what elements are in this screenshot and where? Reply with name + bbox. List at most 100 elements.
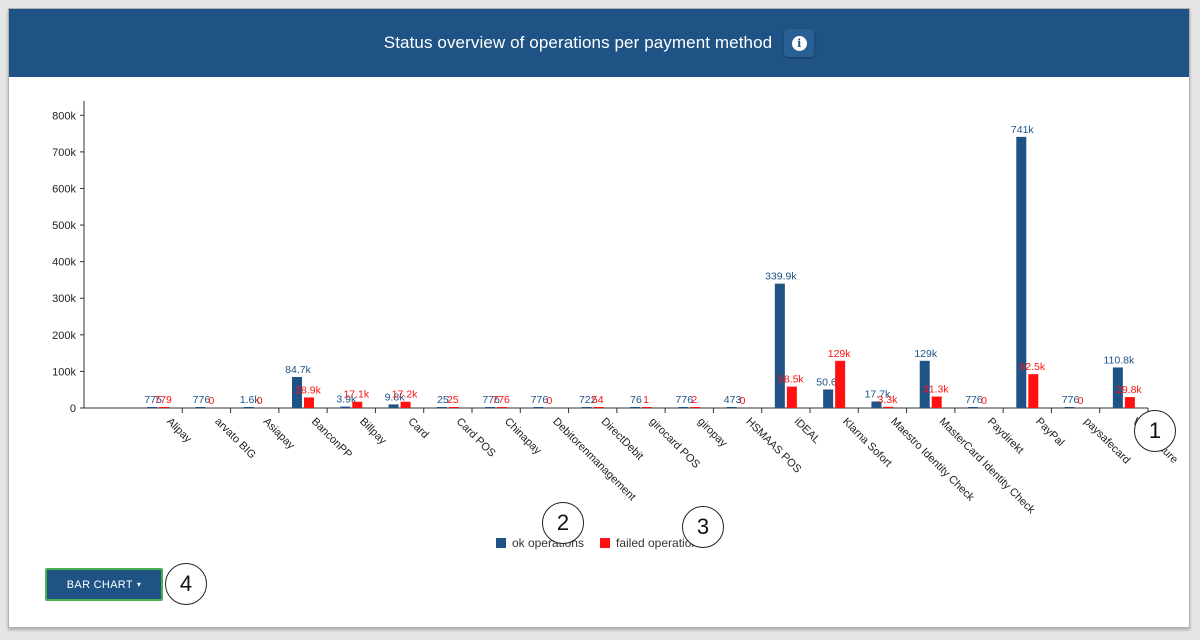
data-label-failed-4: 28.9k — [295, 384, 321, 396]
chart-header: Status overview of operations per paymen… — [9, 9, 1189, 77]
bar-failed-17 — [931, 396, 942, 408]
data-label-ok-1: 775 — [144, 394, 162, 406]
bar-ok-4 — [292, 377, 302, 408]
y-tick-label: 800k — [52, 110, 76, 122]
y-tick-label: 200k — [52, 330, 76, 342]
data-label-failed-8: 776 — [492, 394, 510, 406]
caret-down-icon: ▾ — [136, 580, 142, 589]
x-tick-label: giropay — [695, 416, 729, 450]
annotation-marker-4: 4 — [165, 563, 207, 605]
bar-ok-1 — [147, 407, 158, 408]
annotation-marker-1: 1 — [1134, 410, 1176, 452]
chart-panel: Status overview of operations per paymen… — [8, 8, 1190, 628]
data-label-ok-17: 129k — [914, 348, 938, 360]
data-label-ok-18: 776 — [965, 394, 983, 406]
data-label-failed-20: 0 — [1078, 395, 1084, 407]
data-label-failed-17: 31.3k — [923, 384, 949, 396]
data-label-failed-5: 17.1k — [343, 389, 369, 401]
bar-failed-21 — [1124, 397, 1135, 408]
bar-ok-15 — [823, 389, 834, 408]
bar-ok-10 — [581, 407, 592, 408]
info-button[interactable]: i — [784, 29, 815, 57]
bar-failed-14 — [786, 386, 797, 408]
legend-swatch-failed — [599, 538, 610, 548]
bar-failed-12 — [690, 407, 701, 408]
bar-ok-12 — [678, 407, 689, 408]
data-label-ok-10: 722 — [579, 394, 597, 406]
y-tick-label: 600k — [52, 183, 76, 195]
bar-ok-11 — [630, 407, 640, 408]
bar-ok-13 — [726, 407, 737, 408]
data-label-ok-19: 741k — [1011, 124, 1035, 136]
x-tick-label: Alipay — [164, 416, 194, 446]
x-tick-label: iDEAL — [792, 416, 823, 447]
bar-ok-3 — [243, 407, 254, 408]
info-icon: i — [791, 35, 807, 51]
x-tick-label: BanconPP — [309, 416, 354, 461]
x-tick-label: Card POS — [454, 416, 498, 460]
chart-type-dropdown-button[interactable]: BAR CHART ▾ — [45, 568, 163, 601]
marker-4-label: 4 — [179, 571, 193, 596]
y-tick-label: 100k — [52, 366, 76, 378]
x-tick-label: Chinapay — [502, 416, 544, 458]
data-label-failed-1: 779 — [154, 394, 172, 406]
bar-ok-5 — [340, 406, 351, 408]
data-label-failed-3: 0 — [257, 395, 263, 407]
y-tick-label: 500k — [52, 220, 76, 232]
bar-failed-5 — [352, 401, 363, 408]
bar-ok-7 — [436, 407, 447, 408]
data-label-failed-11: 1 — [643, 394, 649, 406]
y-tick-label: 0 — [70, 403, 76, 415]
bar-ok-18 — [968, 407, 978, 408]
x-tick-label: arvato BIG — [212, 416, 258, 462]
data-label-ok-14: 339.9k — [765, 271, 797, 283]
bar-ok-14 — [774, 283, 785, 408]
y-tick-label: 700k — [52, 147, 76, 159]
data-label-ok-3: 1.6k — [240, 394, 261, 406]
x-tick-label: girocard POS — [647, 416, 702, 471]
x-tick-label: DirectDebit — [599, 416, 646, 463]
x-tick-label: Paydirekt — [985, 416, 1026, 457]
data-label-failed-21: 29.8k — [1116, 384, 1142, 396]
bar-failed-6 — [400, 401, 411, 408]
legend-item-failed[interactable]: failed operations — [599, 536, 705, 550]
data-label-failed-10: 54 — [592, 394, 604, 406]
x-tick-label: paysafecard — [1081, 416, 1132, 467]
data-label-ok-9: 776 — [531, 394, 549, 406]
x-tick-label: Klarna Sofort — [840, 416, 894, 470]
x-tick-label: Debitorenmanagement — [550, 416, 638, 504]
y-tick-label: 400k — [52, 257, 76, 269]
data-label-failed-12: 2 — [691, 394, 697, 406]
legend-swatch-ok — [495, 538, 506, 548]
data-label-ok-7: 25 — [437, 394, 449, 406]
bar-failed-16 — [883, 406, 894, 408]
x-tick-label: Asiapay — [261, 416, 298, 453]
bar-failed-4 — [304, 397, 314, 408]
marker-3-label: 3 — [696, 514, 710, 539]
bar-failed-1 — [159, 407, 170, 408]
data-label-ok-20: 776 — [1062, 394, 1080, 406]
data-label-failed-9: 0 — [547, 395, 553, 407]
marker-1-label: 1 — [1148, 418, 1162, 443]
x-tick-label: Card — [405, 416, 430, 441]
data-label-failed-18: 0 — [981, 395, 987, 407]
data-label-failed-15: 129k — [828, 348, 852, 360]
bar-ok-19 — [1016, 136, 1027, 409]
data-label-failed-6: 17.2k — [392, 389, 418, 401]
x-tick-label: MasterCard Identity Check — [937, 416, 1038, 517]
bar-failed-7 — [448, 407, 459, 408]
bar-failed-15 — [835, 360, 846, 408]
x-tick-label: PayPal — [1033, 416, 1066, 449]
data-label-failed-2: 0 — [209, 395, 215, 407]
y-tick-label: 300k — [52, 293, 76, 305]
legend-label-failed: failed operations — [615, 536, 705, 550]
annotation-marker-2: 2 — [542, 502, 584, 544]
data-label-failed-19: 92.5k — [1019, 361, 1045, 373]
chart-type-label: BAR CHART — [66, 578, 133, 591]
data-label-ok-16: 17.7k — [865, 389, 891, 401]
data-label-failed-14: 58.5k — [778, 374, 804, 386]
data-label-ok-13: 473 — [724, 394, 742, 406]
bar-ok-17 — [919, 360, 930, 408]
data-label-ok-2: 776 — [193, 394, 211, 406]
